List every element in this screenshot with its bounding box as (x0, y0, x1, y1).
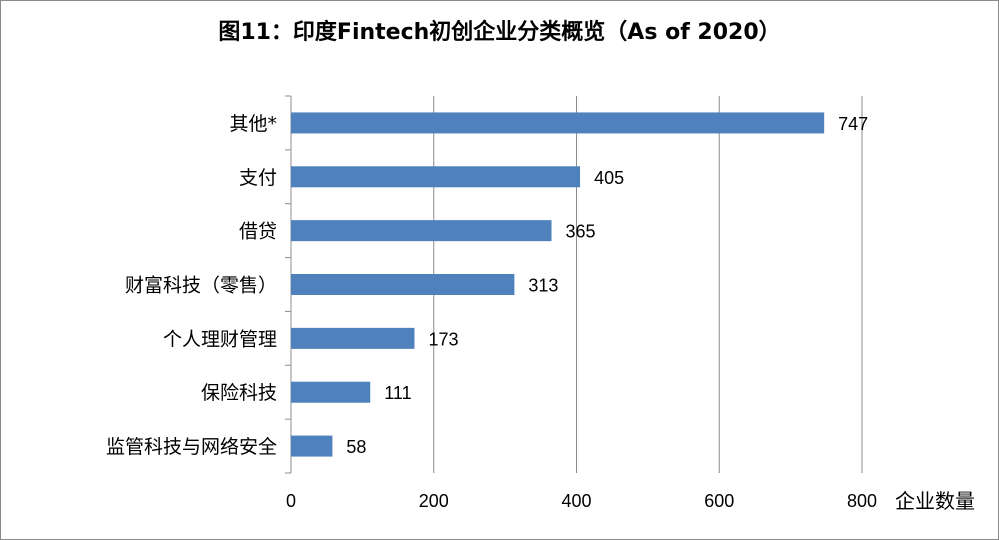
data-label-6: 58 (346, 437, 366, 457)
bar-3 (291, 274, 515, 295)
category-label-3: 财富科技（零售） (125, 275, 277, 297)
data-label-1: 405 (594, 168, 624, 188)
category-label-0: 其他* (229, 113, 277, 135)
x-tick-label-4: 800 (847, 491, 877, 511)
x-tick-label-2: 400 (561, 491, 591, 511)
bar-0 (291, 112, 825, 134)
x-tick-label-3: 600 (704, 491, 734, 511)
data-label-0: 747 (838, 114, 868, 134)
bar-5 (291, 381, 371, 403)
x-tick-label-0: 0 (286, 491, 296, 511)
x-tick-label-1: 200 (419, 491, 449, 511)
bar-6 (291, 435, 333, 457)
x-axis-label: 企业数量 (895, 489, 975, 513)
data-label-3: 313 (528, 276, 558, 296)
category-label-2: 借贷 (239, 221, 277, 243)
category-label-5: 保险科技 (201, 382, 277, 404)
category-label-1: 支付 (239, 167, 277, 189)
chart-title: 图11：印度Fintech初创企业分类概览（As of 2020） (218, 20, 781, 45)
data-label-5: 111 (384, 383, 411, 403)
category-label-4: 个人理财管理 (163, 328, 277, 350)
bar-4 (291, 327, 415, 349)
category-label-6: 监管科技与网络安全 (106, 436, 277, 458)
bar-1 (291, 166, 581, 188)
bar-2 (291, 220, 552, 242)
data-label-2: 365 (566, 222, 596, 242)
data-label-4: 173 (428, 329, 458, 349)
